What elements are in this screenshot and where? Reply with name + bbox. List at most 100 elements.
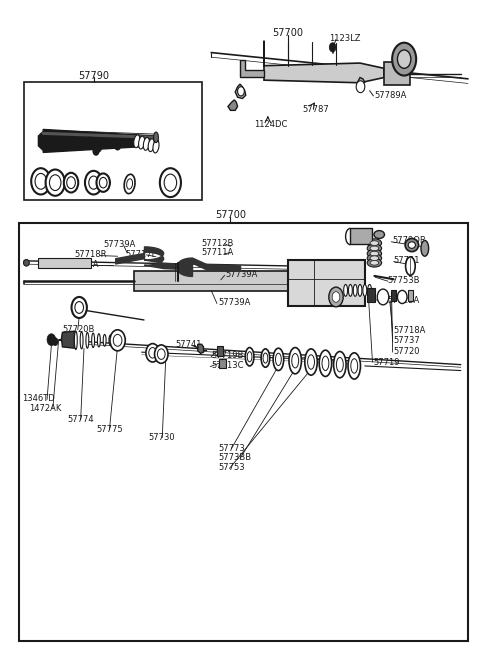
Ellipse shape [319, 350, 332, 376]
Ellipse shape [273, 348, 284, 371]
Text: 1472AK: 1472AK [29, 404, 61, 413]
Polygon shape [198, 344, 204, 353]
Bar [350, 228, 372, 244]
Circle shape [52, 338, 58, 346]
Text: 57753: 57753 [218, 463, 245, 472]
Polygon shape [264, 41, 384, 83]
Ellipse shape [263, 353, 268, 363]
Ellipse shape [367, 258, 382, 267]
Ellipse shape [127, 179, 132, 189]
Circle shape [31, 168, 50, 194]
Circle shape [164, 174, 177, 191]
Circle shape [157, 349, 165, 359]
Bar [408, 290, 413, 301]
Ellipse shape [406, 257, 415, 275]
Ellipse shape [367, 254, 382, 263]
Polygon shape [384, 62, 410, 85]
Text: 57700: 57700 [273, 28, 303, 38]
Ellipse shape [276, 353, 281, 365]
Text: 1123LZ: 1123LZ [329, 34, 360, 43]
Ellipse shape [363, 284, 367, 296]
Bar [217, 346, 223, 356]
Text: 57718R: 57718R [74, 250, 107, 259]
Ellipse shape [124, 174, 135, 194]
Text: 5773BB: 5773BB [218, 453, 252, 463]
Text: 57711A: 57711A [202, 248, 234, 258]
Text: 57773: 57773 [218, 443, 245, 453]
Ellipse shape [74, 331, 77, 350]
Ellipse shape [405, 238, 419, 252]
Text: 57719B: 57719B [211, 351, 243, 360]
Ellipse shape [86, 332, 89, 348]
Circle shape [76, 141, 82, 148]
Circle shape [85, 171, 102, 194]
Circle shape [93, 147, 99, 155]
Circle shape [67, 177, 75, 189]
Ellipse shape [322, 356, 329, 371]
Circle shape [332, 292, 340, 302]
Text: 57718A: 57718A [394, 326, 426, 335]
Polygon shape [240, 60, 264, 77]
Ellipse shape [103, 334, 106, 346]
Circle shape [115, 142, 120, 150]
Circle shape [329, 43, 336, 52]
Ellipse shape [348, 284, 352, 296]
Ellipse shape [408, 242, 415, 248]
Circle shape [75, 302, 84, 313]
Circle shape [47, 334, 56, 346]
Polygon shape [61, 331, 74, 348]
Text: 57739A: 57739A [218, 298, 251, 307]
Circle shape [377, 289, 389, 305]
Circle shape [35, 173, 47, 189]
Text: 57739A: 57739A [226, 270, 258, 279]
Ellipse shape [109, 335, 112, 346]
Text: 57741: 57741 [175, 340, 202, 350]
Bar [134, 271, 288, 291]
Text: 57774: 57774 [67, 415, 94, 424]
Ellipse shape [367, 238, 382, 248]
Text: 5779OB: 5779OB [393, 236, 426, 245]
Ellipse shape [367, 250, 382, 258]
Ellipse shape [261, 349, 270, 367]
Text: 57790: 57790 [78, 70, 109, 81]
Ellipse shape [144, 137, 149, 150]
Polygon shape [358, 78, 365, 85]
Circle shape [113, 334, 122, 346]
Text: 57720B: 57720B [62, 325, 95, 334]
Ellipse shape [348, 353, 360, 379]
Circle shape [105, 139, 111, 147]
Ellipse shape [305, 349, 317, 375]
Circle shape [238, 87, 244, 96]
Text: 57787: 57787 [302, 104, 329, 114]
Ellipse shape [154, 132, 158, 143]
Circle shape [155, 345, 168, 363]
Ellipse shape [367, 244, 382, 253]
Circle shape [72, 297, 87, 318]
Ellipse shape [153, 140, 159, 153]
Circle shape [64, 173, 78, 193]
Circle shape [96, 144, 101, 152]
Circle shape [146, 344, 159, 362]
Text: 1346TD: 1346TD [23, 394, 55, 403]
Polygon shape [38, 129, 158, 152]
Ellipse shape [139, 136, 144, 149]
Ellipse shape [292, 353, 299, 368]
Ellipse shape [245, 348, 254, 366]
Text: 57775: 57775 [96, 424, 122, 434]
Circle shape [110, 330, 125, 351]
Polygon shape [228, 100, 238, 110]
Text: 57720: 57720 [394, 347, 420, 356]
Ellipse shape [351, 359, 358, 373]
Ellipse shape [247, 351, 252, 362]
Ellipse shape [92, 333, 95, 348]
Ellipse shape [308, 355, 314, 369]
Bar [288, 260, 365, 306]
Ellipse shape [370, 260, 379, 265]
Ellipse shape [370, 256, 379, 261]
Bar [219, 359, 226, 368]
Circle shape [89, 176, 98, 189]
Text: 57751: 57751 [394, 256, 420, 265]
Text: 57719: 57719 [373, 357, 400, 367]
Ellipse shape [336, 357, 343, 372]
Circle shape [397, 290, 407, 304]
